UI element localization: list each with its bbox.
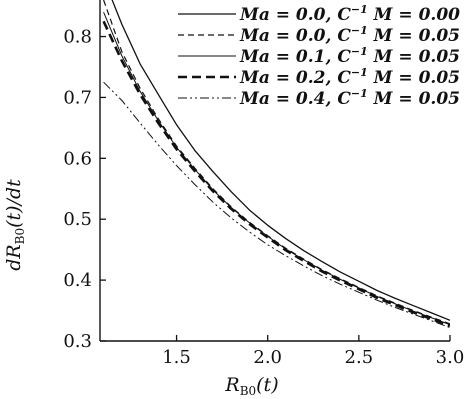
y-axis-label-sub: B0: [13, 228, 27, 244]
series-line-5: [103, 81, 450, 329]
y-tick-label: 0.3: [63, 331, 92, 352]
y-axis-label-suffix: (t)/dt: [3, 179, 25, 228]
series-line-4: [102, 20, 450, 328]
plot-area: 1.5 2.0 2.5 3.0 0.3 0.4 0.5 0.6 0.7 0.8: [63, 0, 464, 368]
x-axis-label-suffix: (t): [256, 374, 278, 396]
legend-entry-3: Ma = 0.1, C−1 M = 0.05: [239, 45, 460, 67]
legend-entry-2: Ma = 0.0, C−1 M = 0.05: [239, 24, 460, 46]
x-axis-label-sub: B0: [240, 384, 256, 398]
y-tick-label: 0.6: [63, 148, 92, 169]
x-tick-label: 2.0: [253, 347, 282, 368]
y-tick-label: 0.4: [63, 270, 92, 291]
y-tick-label: 0.7: [63, 87, 92, 108]
x-axis-label: RB0(t): [224, 374, 278, 398]
x-axis-ticks: 1.5 2.0 2.5 3.0: [162, 335, 464, 368]
series-group: [102, 0, 450, 329]
legend-entry-1: Ma = 0.0, C−1 M = 0.00: [239, 3, 460, 25]
y-tick-label: 0.8: [63, 27, 92, 48]
series-line-1: [111, 0, 450, 321]
x-tick-label: 2.5: [345, 347, 374, 368]
y-axis-ticks: 0.3 0.4 0.5 0.6 0.7 0.8: [63, 27, 106, 352]
x-tick-label: 3.0: [436, 347, 464, 368]
x-tick-label: 1.5: [162, 347, 191, 368]
legend-entry-5: Ma = 0.4, C−1 M = 0.05: [239, 87, 460, 109]
y-tick-label: 0.5: [63, 209, 92, 230]
x-axis-label-main: R: [224, 374, 239, 396]
legend-entry-4: Ma = 0.2, C−1 M = 0.05: [239, 66, 460, 88]
series-line-2: [103, 0, 450, 325]
y-axis-label-prefix: dR: [3, 244, 25, 270]
y-axis-label: dRB0(t)/dt: [3, 179, 27, 271]
